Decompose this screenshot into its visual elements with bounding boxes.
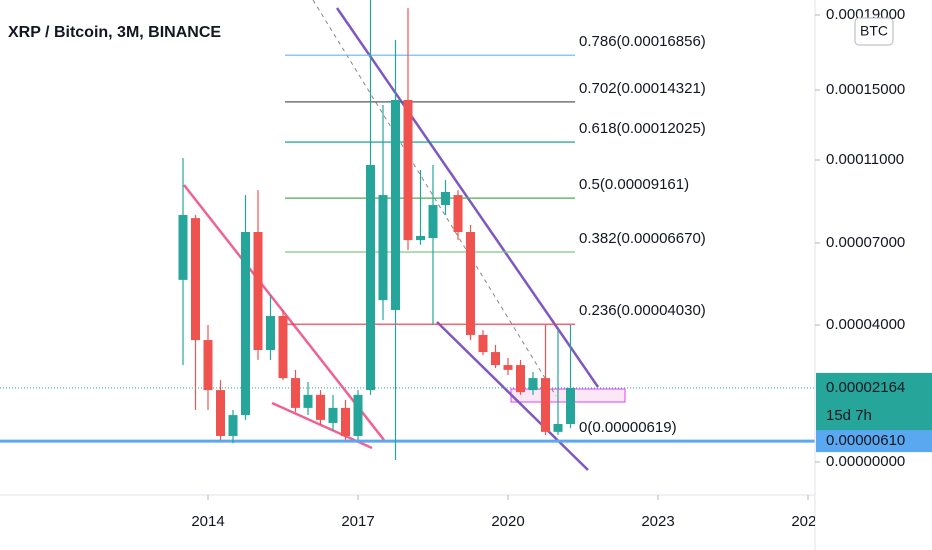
candle-body [353,394,363,436]
candle-body [553,423,563,432]
candle-body [416,235,425,241]
fib-label: 0.5(0.00009161) [579,176,689,193]
fib-label: 0.236(0.00004030) [579,302,706,319]
candle-body [441,191,450,206]
last-price-label: 0.00002164 [826,379,905,396]
x-axis: 2014 2017 2020 2023 2026 [191,495,824,530]
candle-body [453,195,463,233]
y-tick-label: 0.00011000 [826,151,904,168]
candle-body [203,340,213,391]
candle-body [316,394,325,420]
candle-body [278,315,288,379]
candle-body [566,387,575,424]
x-tick-label: 2020 [491,513,524,530]
y-tick-label: 0.00007000 [826,234,905,251]
candle-body [428,205,438,239]
fib-label: 0(0.00000619) [579,419,677,436]
candle-body [228,415,238,436]
fib-label: 0.618(0.00012025) [579,120,706,137]
candle-body [478,334,488,353]
currency-badge-label: BTC [860,23,888,39]
candle-body [366,164,375,391]
candle-body [503,365,513,370]
countdown-label: 15d 7h [826,407,872,424]
fib-label: 0.702(0.00014321) [579,80,706,97]
x-tick-label: 2023 [641,513,674,530]
candle-body [191,218,200,341]
candle-body [541,378,550,432]
fib-label: 0.382(0.00006670) [579,230,706,247]
currency-badge [854,17,894,46]
candle-body [341,407,350,436]
candle-body [491,352,500,366]
y-tick-label: 0.00000000 [826,453,905,470]
support-price-label: 0.00000610 [826,432,905,449]
fib-label: 0.786(0.00016856) [579,33,706,50]
candle-body [528,378,538,391]
candle-body [391,99,400,310]
candle-body [303,394,313,408]
x-tick-label: 2026 [791,513,824,530]
candle-body [241,232,250,416]
x-tick-label: 2017 [341,513,374,530]
support-price-box [816,430,932,453]
y-tick-label: 0.00015000 [826,81,905,98]
wedge-upper [183,184,385,441]
candle-body [253,232,263,351]
candle-body [328,407,338,423]
x-tick-label: 2014 [191,513,224,530]
y-tick-label: 0.00004000 [826,316,905,333]
plot-area: 0.786(0.00016856) 0.702(0.00014321) 0.618(… [0,0,815,471]
candle-body [378,195,388,301]
chart-title: XRP / Bitcoin, 3M, BINANCE [8,24,221,41]
candle-body [516,365,525,393]
candle-body [466,232,475,335]
candle-body [216,390,225,436]
candle-body [178,214,188,280]
candle-body [266,315,275,351]
channel-lower [436,321,589,471]
candle-body [291,378,300,408]
candle-body [403,99,413,241]
last-price-box [816,372,932,432]
